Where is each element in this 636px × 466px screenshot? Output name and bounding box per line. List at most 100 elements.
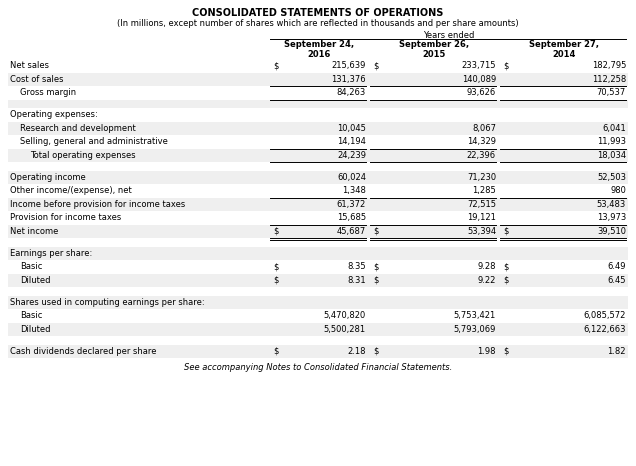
Text: 53,394: 53,394 [467, 227, 496, 236]
Text: 61,372: 61,372 [336, 200, 366, 209]
Text: CONSOLIDATED STATEMENTS OF OPERATIONS: CONSOLIDATED STATEMENTS OF OPERATIONS [192, 8, 444, 18]
Text: See accompanying Notes to Consolidated Financial Statements.: See accompanying Notes to Consolidated F… [184, 363, 452, 372]
Text: Operating expenses:: Operating expenses: [10, 110, 98, 119]
Text: $: $ [273, 227, 279, 236]
Text: $: $ [273, 262, 279, 271]
Text: 93,626: 93,626 [467, 88, 496, 97]
Text: 6,041: 6,041 [602, 124, 626, 133]
Text: Years ended: Years ended [424, 31, 474, 40]
Text: 52,503: 52,503 [597, 173, 626, 182]
Text: 8.31: 8.31 [347, 276, 366, 285]
Bar [8, 344, 628, 358]
Bar [8, 322, 628, 336]
Text: 10,045: 10,045 [337, 124, 366, 133]
Bar [8, 100, 628, 108]
Text: 1,285: 1,285 [473, 186, 496, 195]
Text: 5,500,281: 5,500,281 [324, 325, 366, 334]
Text: Research and development: Research and development [20, 124, 135, 133]
Text: 24,239: 24,239 [337, 151, 366, 160]
Text: 39,510: 39,510 [597, 227, 626, 236]
Text: 2.18: 2.18 [347, 347, 366, 356]
Text: $: $ [503, 347, 508, 356]
Text: 182,795: 182,795 [591, 61, 626, 70]
Text: Total operating expenses: Total operating expenses [30, 151, 135, 160]
Text: $: $ [503, 276, 508, 285]
Text: 1.82: 1.82 [607, 347, 626, 356]
Text: 5,753,421: 5,753,421 [453, 311, 496, 320]
Text: 8,067: 8,067 [472, 124, 496, 133]
Text: Operating income: Operating income [10, 173, 86, 182]
Text: 45,687: 45,687 [336, 227, 366, 236]
Bar [8, 295, 628, 309]
Text: $: $ [273, 61, 279, 70]
Text: Net income: Net income [10, 227, 59, 236]
Bar [8, 225, 628, 238]
Text: 60,024: 60,024 [337, 173, 366, 182]
Text: Provision for income taxes: Provision for income taxes [10, 213, 121, 222]
Bar [8, 247, 628, 260]
Text: 5,793,069: 5,793,069 [453, 325, 496, 334]
Text: 14,194: 14,194 [337, 137, 366, 146]
Text: September 24,
2016: September 24, 2016 [284, 40, 354, 59]
Text: 112,258: 112,258 [591, 75, 626, 84]
Text: 1.98: 1.98 [478, 347, 496, 356]
Text: Net sales: Net sales [10, 61, 49, 70]
Text: $: $ [273, 347, 279, 356]
Text: September 27,
2014: September 27, 2014 [529, 40, 599, 59]
Text: 980: 980 [610, 186, 626, 195]
Bar [8, 198, 628, 211]
Bar [8, 149, 628, 162]
Bar [8, 122, 628, 135]
Text: 6.49: 6.49 [607, 262, 626, 271]
Text: $: $ [503, 227, 508, 236]
Bar [8, 274, 628, 287]
Text: Shares used in computing earnings per share:: Shares used in computing earnings per sh… [10, 298, 205, 307]
Text: 11,993: 11,993 [597, 137, 626, 146]
Text: 131,376: 131,376 [331, 75, 366, 84]
Text: 215,639: 215,639 [331, 61, 366, 70]
Text: 1,348: 1,348 [342, 186, 366, 195]
Text: Selling, general and administrative: Selling, general and administrative [20, 137, 168, 146]
Text: $: $ [373, 347, 378, 356]
Text: 8.35: 8.35 [347, 262, 366, 271]
Text: 9.28: 9.28 [478, 262, 496, 271]
Text: Diluted: Diluted [20, 276, 50, 285]
Text: 72,515: 72,515 [467, 200, 496, 209]
Text: 70,537: 70,537 [597, 88, 626, 97]
Text: 15,685: 15,685 [337, 213, 366, 222]
Text: Diluted: Diluted [20, 325, 50, 334]
Text: 53,483: 53,483 [597, 200, 626, 209]
Text: 5,470,820: 5,470,820 [324, 311, 366, 320]
Text: 84,263: 84,263 [336, 88, 366, 97]
Text: $: $ [373, 276, 378, 285]
Text: 22,396: 22,396 [467, 151, 496, 160]
Text: 14,329: 14,329 [467, 137, 496, 146]
Text: 6,085,572: 6,085,572 [584, 311, 626, 320]
Text: 18,034: 18,034 [597, 151, 626, 160]
Text: 233,715: 233,715 [462, 61, 496, 70]
Bar [8, 73, 628, 86]
Text: 140,089: 140,089 [462, 75, 496, 84]
Text: Earnings per share:: Earnings per share: [10, 249, 92, 258]
Text: 6,122,663: 6,122,663 [583, 325, 626, 334]
Text: 71,230: 71,230 [467, 173, 496, 182]
Text: Other income/(expense), net: Other income/(expense), net [10, 186, 132, 195]
Text: $: $ [503, 61, 508, 70]
Text: Basic: Basic [20, 311, 43, 320]
Text: $: $ [273, 276, 279, 285]
Text: 6.45: 6.45 [607, 276, 626, 285]
Text: September 26,
2015: September 26, 2015 [399, 40, 469, 59]
Text: 13,973: 13,973 [597, 213, 626, 222]
Text: 19,121: 19,121 [467, 213, 496, 222]
Text: $: $ [373, 227, 378, 236]
Text: 9.22: 9.22 [478, 276, 496, 285]
Text: Gross margin: Gross margin [20, 88, 76, 97]
Bar [8, 171, 628, 184]
Text: (In millions, except number of shares which are reflected in thousands and per s: (In millions, except number of shares wh… [117, 19, 519, 28]
Text: $: $ [373, 262, 378, 271]
Text: Basic: Basic [20, 262, 43, 271]
Text: Cost of sales: Cost of sales [10, 75, 64, 84]
Text: $: $ [503, 262, 508, 271]
Text: Income before provision for income taxes: Income before provision for income taxes [10, 200, 185, 209]
Text: Cash dividends declared per share: Cash dividends declared per share [10, 347, 156, 356]
